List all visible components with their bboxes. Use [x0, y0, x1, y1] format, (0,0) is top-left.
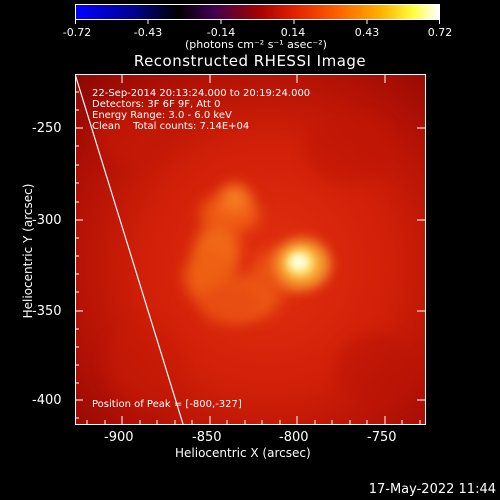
- y-axis-label: Heliocentric Y (arcsec): [21, 183, 35, 319]
- colorbar: [75, 4, 440, 20]
- info-clean-counts: Clean Total counts: 7.14E+04: [92, 121, 250, 132]
- x-tick-label: -800: [279, 430, 309, 445]
- colorbar-tick-label: 0.14: [280, 26, 306, 39]
- info-detectors: Detectors: 3F 6F 9F, Att 0: [92, 99, 221, 110]
- colorbar-ticks: [75, 20, 440, 24]
- colorbar-tick-label: 0.72: [427, 26, 453, 39]
- x-axis-label: Heliocentric X (arcsec): [175, 446, 311, 460]
- colorbar-units: (photons cm⁻² s⁻¹ asec⁻²): [185, 38, 327, 51]
- colorbar-tick-label: -0.43: [133, 26, 163, 39]
- y-tick-label: -400: [32, 393, 62, 408]
- info-time-range: 22-Sep-2014 20:13:24.000 to 20:19:24.000: [92, 88, 311, 99]
- y-tick-label: -250: [32, 121, 62, 136]
- timestamp: 17-May-2022 11:44: [368, 482, 496, 497]
- colorbar-tick-label: -0.14: [206, 26, 236, 39]
- y-tick-label: -350: [32, 304, 62, 319]
- x-tick-label: -750: [367, 430, 397, 445]
- plot-title: Reconstructed RHESSI Image: [133, 52, 367, 70]
- colorbar-tick-label: -0.72: [62, 26, 92, 39]
- x-tick-label: -850: [192, 430, 222, 445]
- info-peak-position: Position of Peak = [-800,-327]: [92, 399, 242, 410]
- solar-image: 22-Sep-2014 20:13:24.000 to 20:19:24.000…: [75, 74, 425, 424]
- x-tick-label: -900: [104, 430, 134, 445]
- info-energy-range: Energy Range: 3.0 - 6.0 keV: [92, 110, 232, 121]
- colorbar-tick-label: 0.43: [354, 26, 380, 39]
- y-tick-label: -300: [32, 213, 62, 228]
